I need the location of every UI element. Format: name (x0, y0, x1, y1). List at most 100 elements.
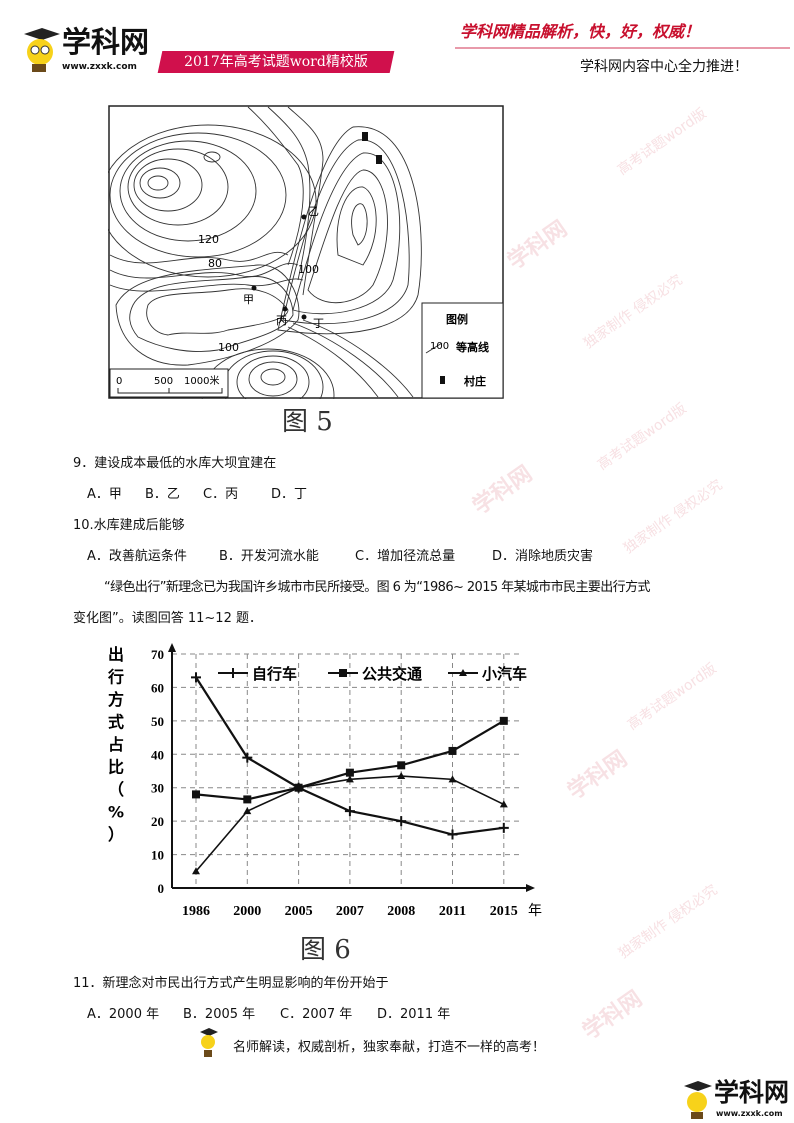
legend-marker (228, 668, 238, 678)
data-point-square (397, 761, 406, 770)
data-point-plus (498, 822, 509, 833)
data-point-triangle (499, 800, 508, 808)
legend-contour-label: 等高线 (455, 340, 489, 354)
option-c[interactable]: C．丙 (203, 487, 239, 502)
nw-hill-contours (108, 124, 317, 292)
watermark-line3: 独家制作 侵权必究 (580, 272, 686, 352)
point-jia: 甲 (243, 293, 254, 306)
option-b[interactable]: B．乙 (145, 487, 180, 502)
x-axis-arrow (526, 884, 535, 892)
x-tick-label: 2007 (336, 904, 364, 919)
option-d[interactable]: D．丁 (271, 487, 308, 502)
point-ding: 丁 (313, 317, 324, 330)
header-divider (455, 47, 790, 49)
data-point-plus (242, 752, 253, 763)
x-axis-unit: 年 (528, 903, 542, 919)
point-bing: 丙 (276, 314, 287, 327)
option-d[interactable]: D．2011 年 (377, 1007, 451, 1022)
data-point-triangle (192, 867, 200, 875)
data-point-triangle (294, 783, 303, 791)
watermark-brand: 学科网 (578, 986, 647, 1045)
mascot-icon (200, 1028, 218, 1057)
data-point-triangle (345, 775, 354, 783)
question-11-stem: 11．新理念对市民出行方式产生明显影响的年份开始于 (73, 976, 389, 991)
data-point-triangle (243, 807, 252, 815)
data-point-plus (344, 806, 355, 817)
legend-title: 图例 (446, 312, 468, 326)
data-point-triangle (397, 772, 406, 780)
option-b[interactable]: B．2005 年 (183, 1007, 256, 1022)
contour-label-120: 120 (198, 233, 219, 246)
watermark-line3: 独家制作 侵权必究 (615, 882, 721, 962)
y-axis-label-char: 方 (108, 690, 124, 709)
option-c[interactable]: C．2007 年 (280, 1007, 353, 1022)
question-9-options: A．甲 B．乙 C．丙 D．丁 (87, 487, 307, 503)
legend-village-label: 村庄 (464, 374, 486, 388)
footer-promo: 名师解读，权威剖析，独家奉献，打造不一样的高考！ (233, 1040, 546, 1055)
data-point-square (345, 768, 354, 777)
y-axis-label-char: 出 (108, 645, 124, 664)
option-b[interactable]: B．开发河流水能 (219, 549, 319, 564)
data-point-plus (447, 829, 458, 840)
data-point-triangle (448, 775, 457, 783)
legend-marker (339, 669, 347, 677)
data-point-plus (191, 672, 201, 683)
y-tick-label: 70 (151, 647, 164, 662)
data-point-square (499, 716, 508, 725)
legend-label: 公共交通 (362, 665, 422, 683)
figure5-contour-map: 120 80 100 100 甲 乙 丙 丁 0 500 1000米 图例 10… (108, 105, 504, 399)
y-axis-label-char: ） (108, 825, 124, 844)
legend-contour-value: 100 (430, 341, 449, 352)
y-axis-label-char: （ (108, 780, 124, 799)
option-a[interactable]: A．2000 年 (87, 1007, 160, 1022)
y-axis-label-char: 式 (108, 713, 124, 732)
passage-line2: 变化图”。读图回答 11~12 题． (73, 611, 262, 626)
village-marker (376, 155, 382, 164)
data-point-square (448, 746, 457, 755)
passage-line1: “绿色出行”新理念已为我国许乡城市市民所接受。图 6 为“1986~ 2015 … (104, 580, 650, 595)
scale-mid: 500 (154, 376, 173, 387)
contour-label-80: 80 (208, 257, 222, 270)
edition-banner-text: 2017年高考试题word精校版 (184, 54, 368, 70)
x-tick-label: 2000 (233, 904, 261, 919)
y-axis-label-char: % (108, 803, 124, 822)
watermark-brand: 学科网 (563, 746, 632, 805)
question-9-stem: 9．建设成本最低的水库大坝宜建在 (73, 456, 277, 471)
logo-text: 学科网 (62, 25, 150, 59)
y-tick-label: 30 (151, 781, 164, 796)
option-d[interactable]: D．消除地质灾害 (492, 549, 594, 564)
watermark-line2: 高考试题word版 (614, 105, 710, 179)
footer-logo-url: www.zxxk.com (716, 1109, 783, 1118)
scale-end: 1000米 (184, 374, 219, 387)
point-yi: 乙 (308, 205, 319, 218)
y-axis-label-char: 占 (108, 735, 124, 754)
y-tick-label: 0 (158, 881, 165, 896)
x-tick-label: 2015 (490, 904, 518, 919)
option-c[interactable]: C．增加径流总量 (355, 549, 456, 564)
data-point-square (192, 790, 200, 799)
watermark-line2: 高考试题word版 (594, 400, 690, 474)
option-a[interactable]: A．改善航运条件 (87, 549, 187, 564)
watermark-brand: 学科网 (468, 461, 537, 520)
x-tick-label: 2008 (387, 904, 415, 919)
header-logo[interactable] (18, 26, 66, 78)
footer-logo-text: 学科网 (714, 1078, 790, 1107)
x-tick-label: 1986 (182, 904, 210, 919)
contour-label-100a: 100 (298, 263, 319, 276)
figure6-caption: 图 6 (300, 935, 351, 965)
y-tick-label: 10 (151, 848, 164, 863)
tagline: 学科网内容中心全力推进！ (580, 59, 748, 75)
figure5-caption: 图 5 (282, 407, 333, 437)
data-point-square (243, 795, 252, 804)
contour-label-100b: 100 (218, 341, 239, 354)
option-a[interactable]: A．甲 (87, 487, 122, 502)
scale-zero: 0 (116, 376, 122, 387)
y-axis-label-char: 比 (108, 758, 124, 777)
y-axis-label-char: 行 (107, 668, 124, 687)
edition-banner: 2017年高考试题word精校版 (157, 51, 395, 73)
question-10-options: A．改善航运条件 B．开发河流水能 C．增加径流总量 D．消除地质灾害 (87, 549, 593, 565)
y-tick-label: 20 (151, 814, 164, 829)
series-line-square (195, 719, 505, 801)
data-point-plus (396, 816, 407, 827)
question-10-stem: 10.水库建成后能够 (73, 518, 185, 533)
